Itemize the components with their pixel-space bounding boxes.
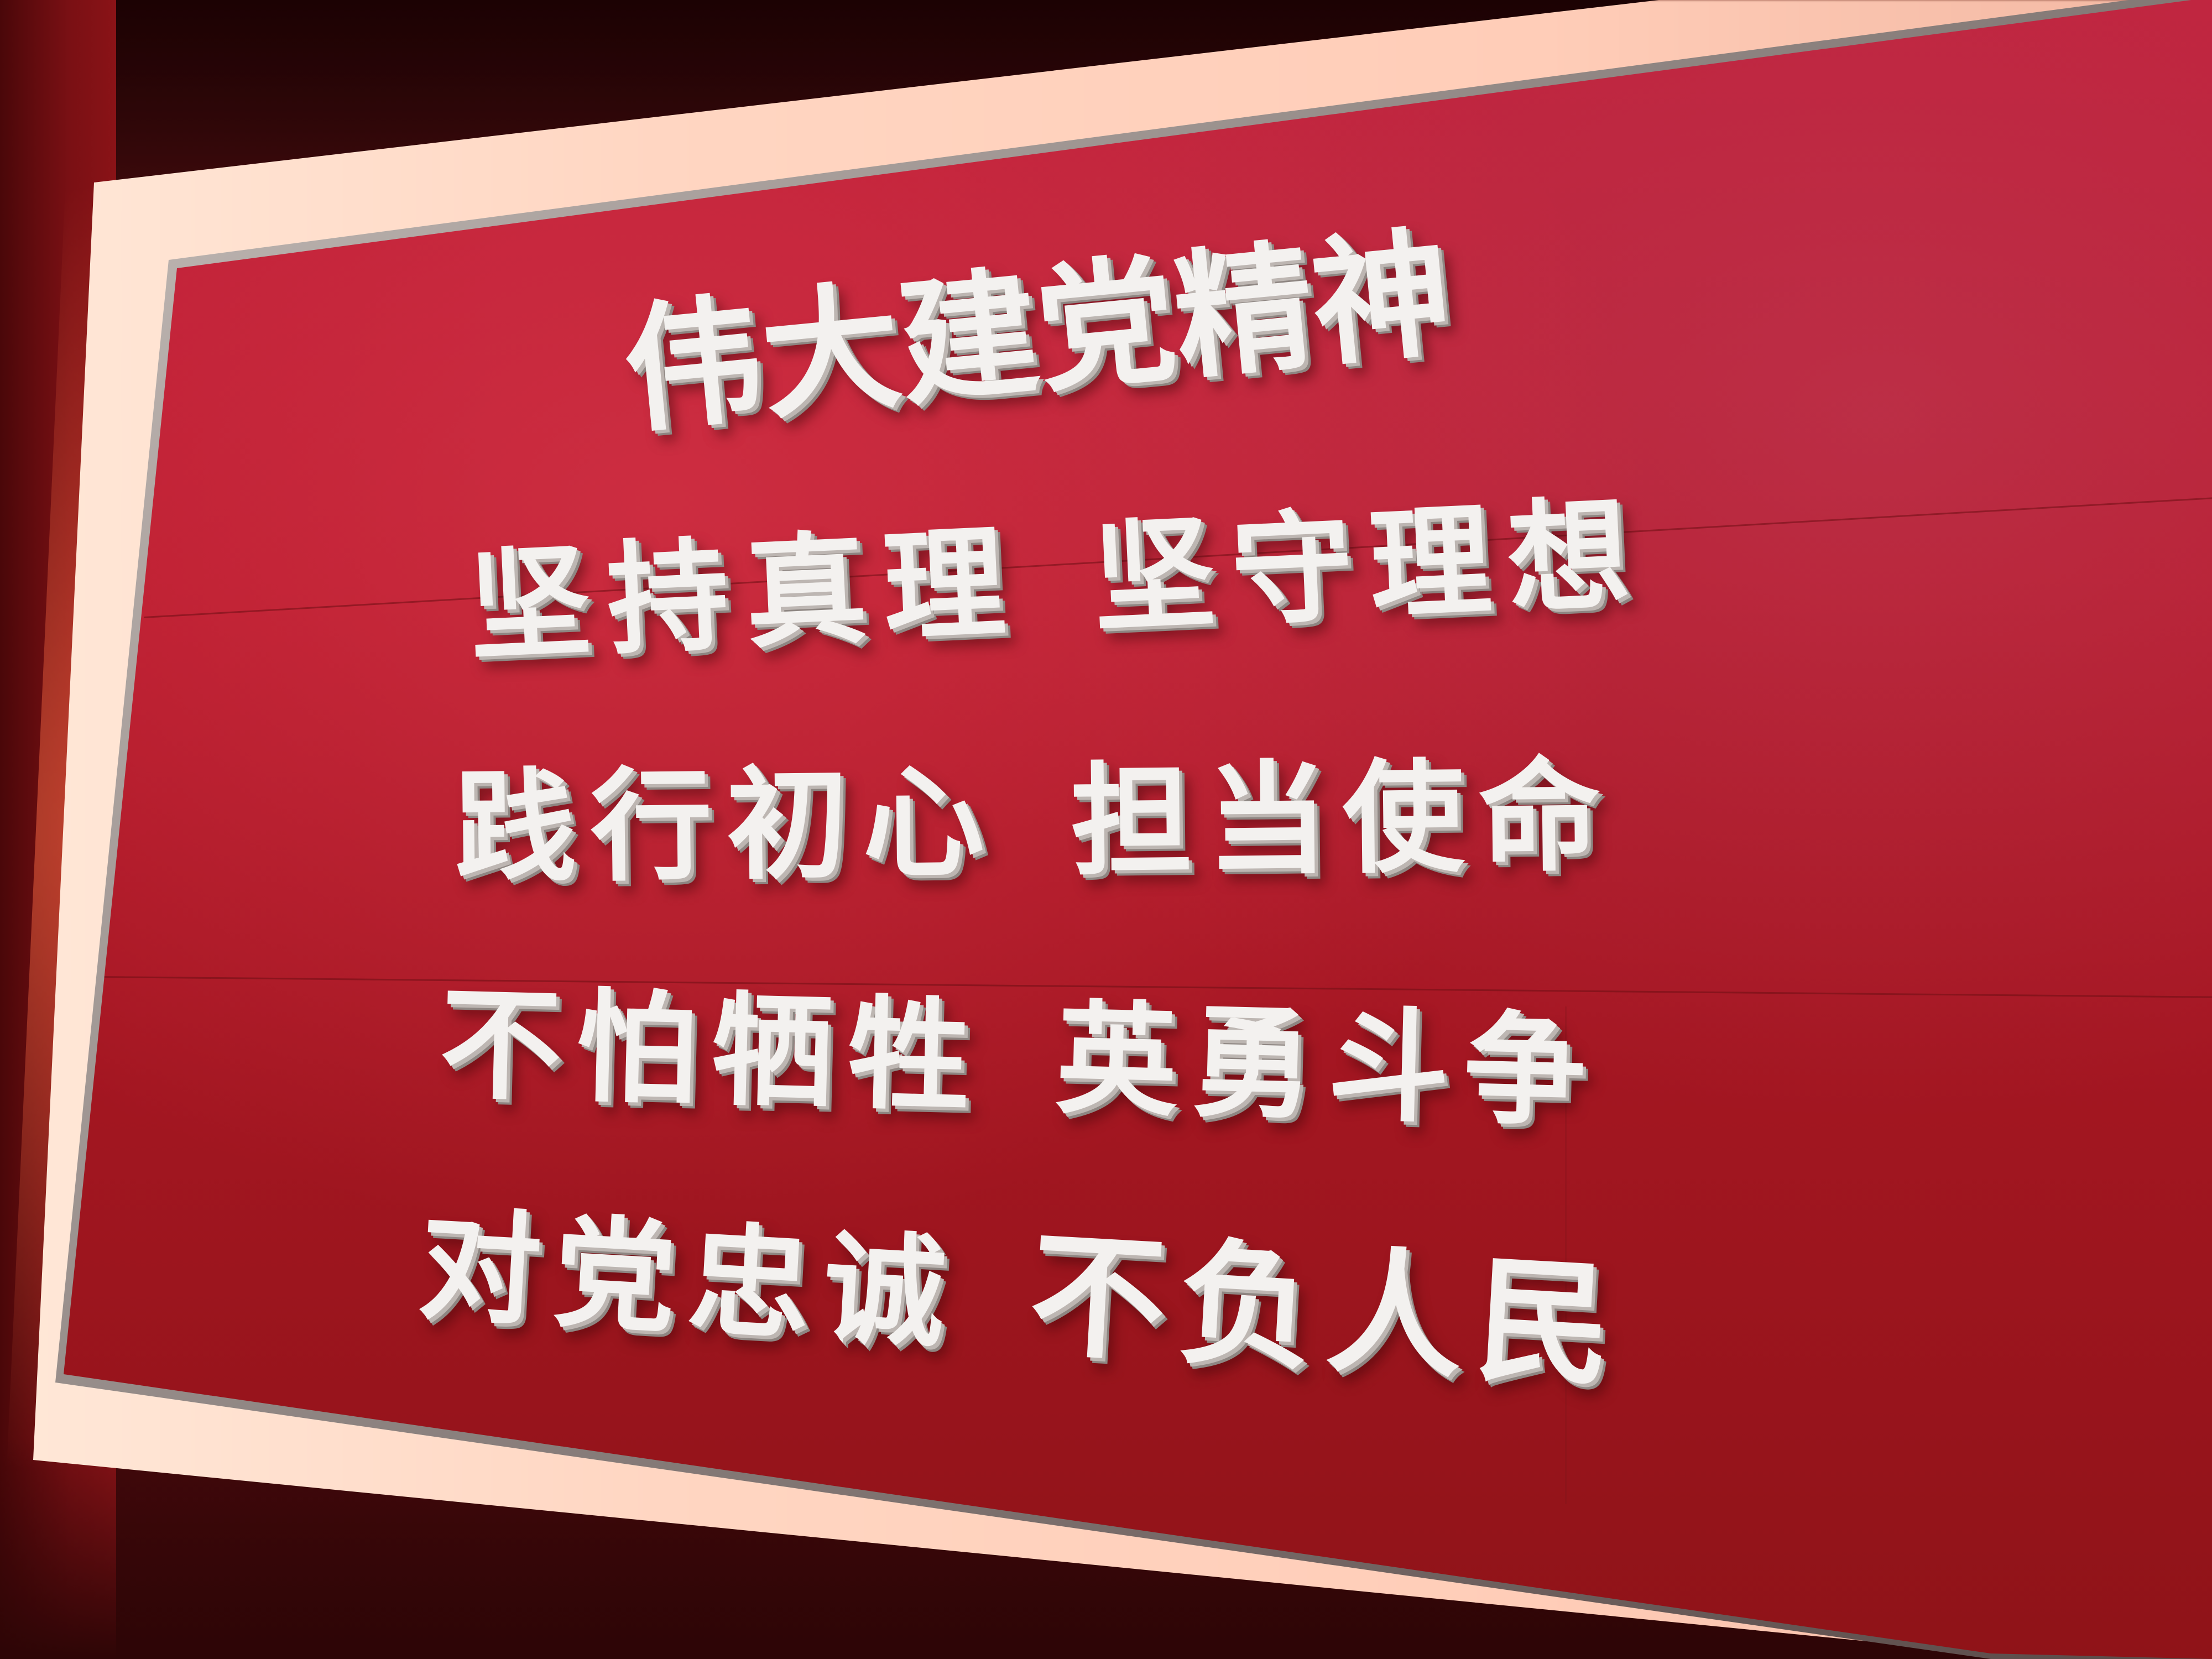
slogan-line-1: 坚持真理 坚守理想 — [465, 455, 1649, 684]
slogan-left: 不怕牺牲 — [438, 973, 986, 1128]
slogan-left: 坚持真理 — [466, 511, 1025, 678]
slogan-right: 不负人民 — [1026, 1215, 1629, 1407]
slogan-line-2: 践行初心 担当使命 — [453, 718, 1616, 906]
slogan-line-3: 不怕牺牲 英勇斗争 — [438, 946, 1602, 1150]
board-title: 伟大建党精神 — [617, 212, 1458, 452]
panel-seam — [1565, 1006, 1567, 1504]
slogan-left: 对党忠诚 — [415, 1194, 963, 1366]
slogan-right: 担当使命 — [1070, 745, 1616, 893]
slogan-left: 践行初心 — [453, 752, 1000, 899]
slogan-line-4: 对党忠诚 不负人民 — [415, 1150, 1630, 1413]
slogan-right: 英勇斗争 — [1054, 988, 1602, 1144]
slogan-right: 坚守理想 — [1090, 483, 1649, 650]
